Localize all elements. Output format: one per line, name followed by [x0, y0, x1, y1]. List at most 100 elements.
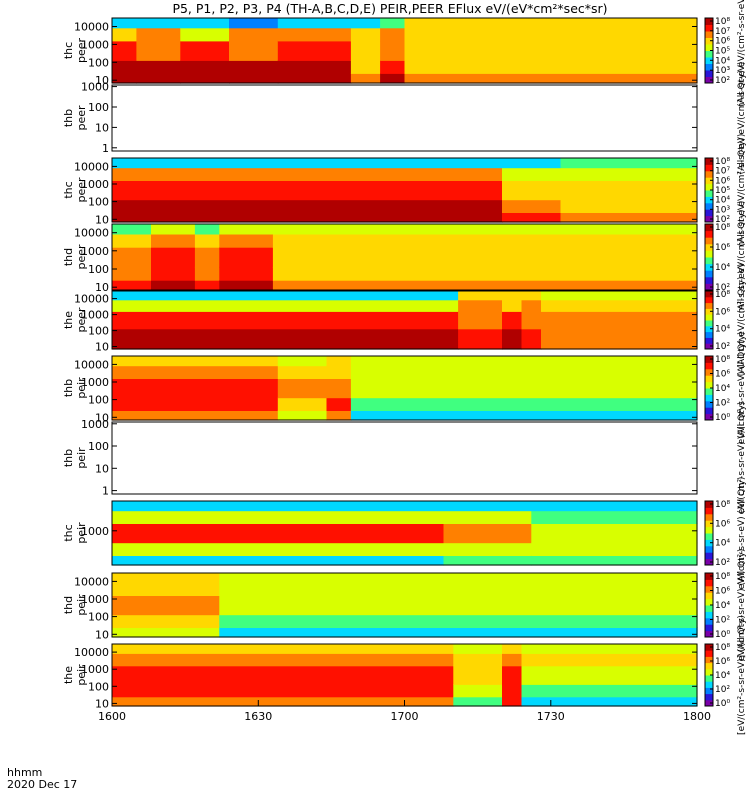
panel-5: 10 100 1000 10000 the peer 10² 10⁴ 10⁶ 10⁸ (All Qt…	[62, 264, 747, 377]
colorbar-tick-label: 10²	[715, 685, 730, 695]
colorbar-swatch	[705, 388, 713, 395]
colorbar-tick-label: 10⁵	[715, 186, 730, 196]
y-label-top: thd	[62, 596, 75, 614]
spectrogram-cell	[194, 247, 220, 268]
spectrogram-cell	[112, 644, 454, 654]
colorbar-label: [eV/(cm²-s-sr-eV)] (All Qty)	[737, 615, 747, 735]
colorbar-tick-label: 10²	[715, 215, 730, 225]
y-tick-label: 10	[95, 281, 109, 294]
spectrogram-cell	[443, 555, 532, 566]
spectrogram-cell	[443, 510, 532, 524]
colorbar-swatch	[705, 675, 713, 682]
colorbar-swatch	[705, 170, 713, 178]
spectrogram-cell	[219, 224, 274, 235]
y-tick-label: 10000	[74, 21, 109, 34]
spectrogram-cell	[521, 328, 542, 341]
spectrogram-cell	[272, 224, 698, 235]
spectrogram-cell	[560, 180, 698, 201]
colorbar-swatch	[705, 44, 713, 51]
y-tick-label: 1000	[81, 178, 109, 191]
y-tick-label: 1000	[81, 593, 109, 606]
colorbar-tick-label: 10⁸	[715, 290, 730, 300]
spectrogram-cell	[180, 73, 230, 84]
spectrogram-cell	[112, 627, 220, 638]
spectrogram-cell	[219, 266, 274, 281]
colorbar-swatch	[705, 325, 713, 333]
colorbar-label: (All Qty) eV/(cm²-s-sr-eV)	[737, 264, 747, 377]
y-tick-label: 10	[95, 411, 109, 424]
y-label-top: the	[62, 666, 75, 684]
spectrogram-cell	[277, 18, 352, 29]
spectrogram-cell	[521, 291, 542, 301]
panel-frame	[111, 223, 698, 291]
colorbar-tick-label: 10⁴	[715, 56, 730, 66]
colorbar-swatch	[705, 70, 713, 77]
colorbar-tick-label: 10⁰	[715, 413, 730, 423]
spectrogram-cell	[272, 280, 698, 291]
spectrogram-cell	[502, 653, 523, 667]
colorbar-swatch	[705, 76, 713, 84]
spectrogram-cell	[180, 40, 230, 61]
colorbar-swatch	[705, 183, 713, 191]
y-label-top: thc	[62, 524, 75, 541]
colorbar-swatch	[705, 381, 713, 389]
colorbar-swatch	[705, 668, 713, 676]
spectrogram-cell	[277, 60, 352, 74]
colorbar-swatch	[705, 545, 713, 553]
colorbar: 10² 10⁴ 10⁶ 10⁸	[704, 223, 730, 293]
colorbar-swatch	[705, 617, 713, 625]
y-label-bottom: peir	[75, 377, 88, 399]
y-label-bottom: peir	[75, 447, 88, 469]
spectrogram-cell	[180, 27, 230, 42]
spectrogram-cell	[350, 18, 381, 29]
spectrogram-cell	[502, 167, 562, 181]
spectrogram-cell	[272, 247, 698, 268]
spectrogram-cell	[404, 40, 698, 61]
spectrogram-cell	[531, 501, 698, 512]
spectrogram-cell	[277, 378, 328, 399]
colorbar-swatch	[705, 177, 713, 185]
spectrogram-cell	[404, 60, 698, 74]
colorbar-swatch	[705, 520, 713, 528]
colorbar: 10² 10⁴ 10⁶ 10⁸	[704, 290, 730, 352]
spectrogram-cell	[112, 18, 137, 29]
spectrogram-cell	[521, 653, 698, 667]
colorbar-swatch	[705, 656, 713, 664]
colorbar-tick-label: 10⁸	[715, 572, 730, 582]
spectrogram-cell	[112, 397, 279, 411]
y-label-bottom: peer	[75, 38, 88, 64]
colorbar-tick-label: 10⁶	[715, 307, 730, 317]
spectrogram-cell	[502, 684, 523, 698]
y-tick-label: 100	[88, 611, 109, 624]
panel-frame	[111, 17, 698, 84]
colorbar-tick-label: 10²	[715, 76, 730, 86]
spectrogram-cell	[326, 378, 352, 399]
y-tick-label: 10	[95, 121, 109, 134]
y-tick-label: 100	[88, 196, 109, 209]
x-tick-label: 1730	[537, 710, 565, 723]
colorbar-swatch	[705, 331, 713, 338]
spectrogram-cell	[151, 280, 196, 291]
spectrogram-cell	[151, 224, 196, 235]
y-tick-label: 1000	[81, 38, 109, 51]
colorbar-swatch	[705, 368, 713, 376]
colorbar-swatch	[705, 507, 713, 515]
spectrogram-cell	[112, 614, 220, 628]
spectrogram-cell	[112, 167, 503, 181]
spectrogram-cell	[112, 180, 503, 201]
y-tick-label: 1	[102, 142, 109, 155]
spectrogram-cell	[326, 365, 352, 379]
x-tick-label: 1630	[244, 710, 272, 723]
spectrogram-cell	[112, 356, 279, 367]
spectrogram-cell	[521, 340, 542, 350]
colorbar-swatch	[705, 356, 713, 363]
colorbar-swatch	[705, 624, 713, 632]
colorbar-swatch	[705, 598, 713, 606]
colorbar-swatch	[705, 585, 713, 593]
colorbar-tick-label: 10⁸	[715, 500, 730, 510]
colorbar-tick-label: 10²	[715, 558, 730, 568]
spectrogram-cell	[112, 40, 137, 61]
colorbar-swatch	[705, 230, 713, 238]
panel-10: 10 100 1000 10000 the peir 10⁰ 10² 10⁴ 10⁶ 10⁸ [eV/…	[62, 615, 747, 735]
